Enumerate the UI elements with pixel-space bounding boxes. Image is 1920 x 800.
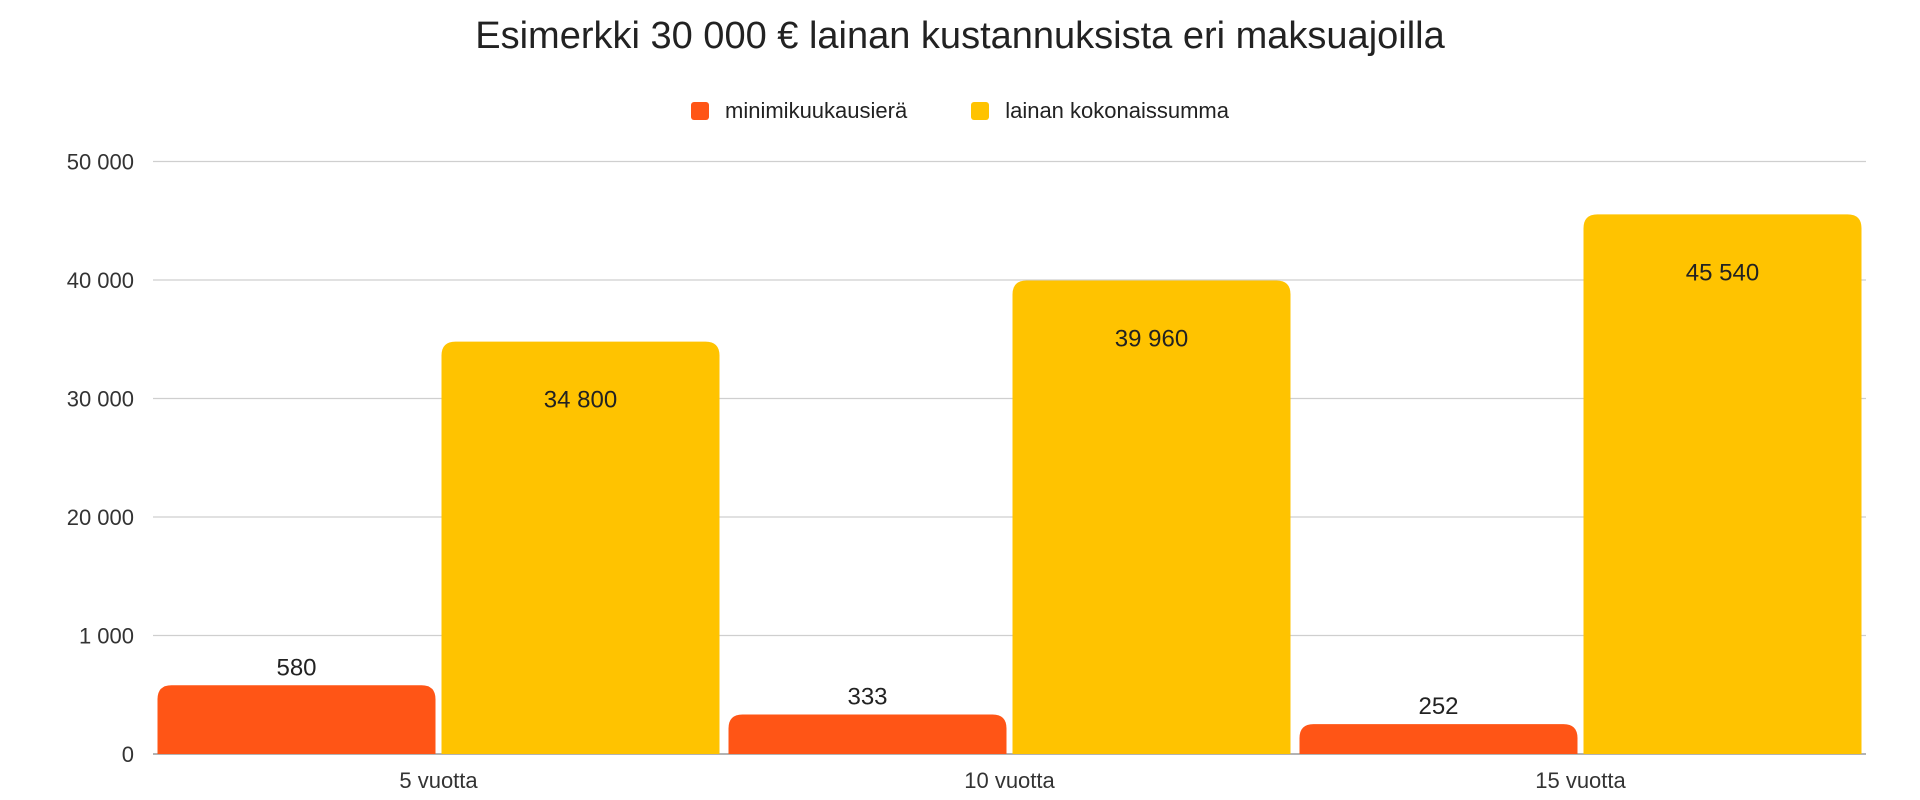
legend-swatch-total <box>971 102 990 120</box>
legend: minimikuukausierä lainan kokonaissumma <box>0 96 1920 126</box>
data-label: 333 <box>847 684 887 711</box>
y-tick-label: 1 000 <box>79 624 134 649</box>
y-tick-label: 20 000 <box>67 505 134 530</box>
x-tick-label: 15 vuotta <box>1535 768 1626 793</box>
data-label: 580 <box>276 654 316 681</box>
y-tick-label: 0 <box>122 742 134 767</box>
legend-label-monthly: minimikuukausierä <box>725 98 908 123</box>
data-label: 34 800 <box>544 387 617 414</box>
bar-monthly-2[interactable] <box>728 714 1007 754</box>
bar-total-3[interactable] <box>1583 214 1862 754</box>
gridlines <box>153 160 1866 755</box>
y-tick-label: 50 000 <box>67 150 134 175</box>
data-labels: 580 34 800 333 39 960 252 45 540 <box>276 259 1759 720</box>
legend-label-total: lainan kokonaissumma <box>1005 98 1229 123</box>
y-tick-label: 30 000 <box>67 387 134 412</box>
x-tick-label: 10 vuotta <box>964 768 1055 793</box>
legend-item-monthly[interactable]: minimikuukausierä <box>691 98 907 124</box>
bar-monthly-3[interactable] <box>1299 724 1578 754</box>
bars <box>157 214 1862 754</box>
chart-title: Esimerkki 30 000 € lainan kustannuksista… <box>475 15 1445 57</box>
y-tick-label: 40 000 <box>67 268 134 293</box>
data-label: 45 540 <box>1686 259 1759 286</box>
data-label: 39 960 <box>1115 325 1188 352</box>
bar-total-2[interactable] <box>1012 280 1291 754</box>
y-axis-ticks: 0 1 000 20 000 30 000 40 000 50 000 <box>67 150 134 768</box>
x-tick-label: 5 vuotta <box>399 768 478 793</box>
data-label: 252 <box>1418 693 1458 720</box>
legend-item-total[interactable]: lainan kokonaissumma <box>971 98 1229 124</box>
legend-swatch-monthly <box>691 102 710 120</box>
bar-monthly-1[interactable] <box>157 685 436 754</box>
x-axis-ticks: 5 vuotta 10 vuotta 15 vuotta <box>399 768 1626 793</box>
bar-total-1[interactable] <box>441 341 720 754</box>
